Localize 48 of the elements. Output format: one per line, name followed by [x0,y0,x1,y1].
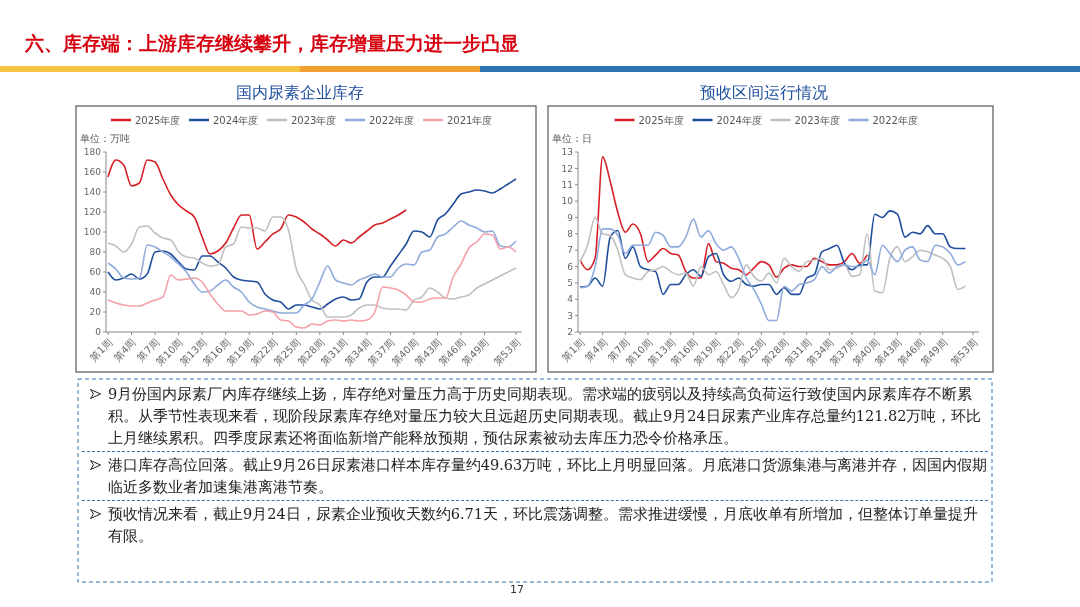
y-tick-label: 180 [83,147,102,158]
line-series [107,178,517,310]
y-tick-label: 3 [567,310,573,321]
y-tick-label: 7 [567,245,573,256]
legend-label: 2022年度 [872,114,918,126]
x-tick-label: 第53周 [491,336,523,368]
legend-label: 2023年度 [291,114,337,126]
y-tick-label: 5 [567,278,573,289]
y-tick-label: 11 [561,179,573,190]
text: 六、库存端：上游库存继续攀升，库存增量压力进一步凸显 [24,32,519,54]
y-tick-label: 40 [89,287,102,298]
legend-label: 2023年度 [794,114,840,126]
legend-label: 2025年度 [638,114,684,126]
legend-label: 2024年度 [716,114,762,126]
y-tick-label: 80 [89,247,102,258]
legend-label: 2022年度 [369,114,415,126]
text: 17 [510,583,524,596]
line-series [579,156,868,279]
y-tick-label: 13 [561,147,573,158]
y-tick-label: 10 [561,196,574,207]
y-tick-label: 100 [83,227,102,238]
line-series [107,159,407,255]
text: 预收情况来看，截止9月24日，尿素企业预收天数约6.71天，环比震荡调整。需求推进缓慢，月底收单有所增加，但整体订单量提升有限。 [108,505,979,546]
y-axis-title: 单位：日 [552,133,592,144]
line-series [107,233,517,329]
legend-label: 2021年度 [447,114,493,126]
y-tick-label: 9 [567,212,574,223]
y-tick-label: 20 [89,307,102,318]
chart-title: 国内尿素企业库存 [236,83,364,102]
legend-label: 2024年度 [213,114,259,126]
y-tick-label: 140 [83,187,102,198]
y-tick-label: 4 [567,294,574,305]
y-tick-label: 160 [83,167,102,178]
y-axis-title: 单位：万吨 [80,133,130,144]
y-tick-label: 12 [561,163,573,174]
line-series [579,218,967,322]
text: 港口库存高位回落。截止9月26日尿素港口样本库存量约49.63万吨，环比上月明显回落。月底港口货源集港与离港并存，因国内假期临近多数业者加速集港离港节奏。 [108,456,988,497]
y-tick-label: 2 [567,327,573,338]
y-tick-label: 6 [567,261,574,272]
x-tick-label: 第1周 [87,336,115,364]
y-tick-label: 60 [89,267,102,278]
x-tick-label: 第53周 [948,336,980,368]
y-tick-label: 120 [83,207,102,218]
chart-title: 预收区间运行情况 [700,83,828,102]
text: 9月份国内尿素厂内库存继续上扬，库存绝对量压力高于历史同期表现。需求端的疲弱以及持续高负荷运行致使国内尿素库存不断累积。从季节性表现来看，现阶段尿素库存绝对量压力较大且远超历史同期表现。截止9月24日尿素产业库存总量约121.82万吨，环比上月继续累积。四季度尿素还将面临新增产能释放预期，预估尿素被动去库压力恐令价格承压。 [108,385,983,448]
legend-label: 2025年度 [135,114,181,126]
y-tick-label: 8 [567,228,574,239]
y-tick-label: 0 [95,327,102,338]
